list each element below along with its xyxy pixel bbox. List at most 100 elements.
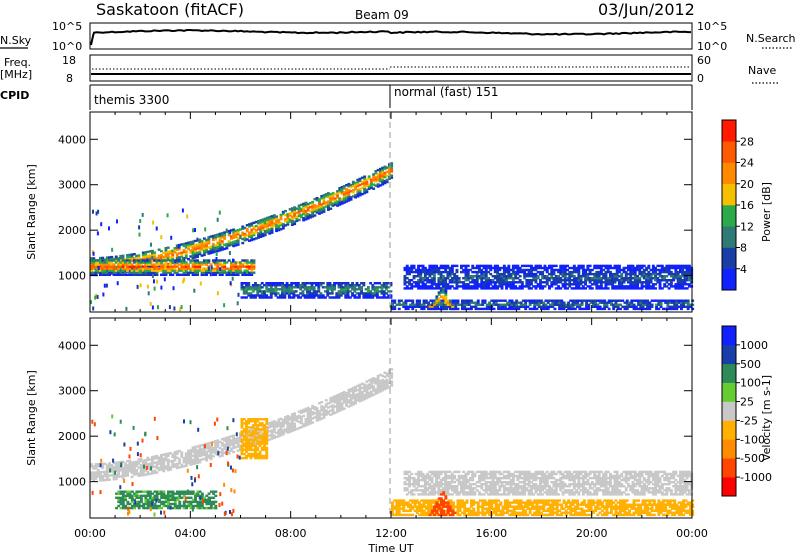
heatmap-cell	[146, 265, 150, 268]
heatmap-cell	[333, 296, 336, 299]
heatmap-cell	[622, 279, 626, 282]
heatmap-cell	[450, 264, 454, 268]
heatmap-cell	[196, 490, 200, 493]
heatmap-cell	[153, 465, 157, 468]
heatmap-cell	[431, 299, 435, 302]
heatmap-cell	[615, 268, 619, 272]
heatmap-cell	[551, 299, 555, 302]
heatmap-cell	[558, 307, 561, 311]
heatmap-cell	[191, 462, 195, 466]
heatmap-cell	[194, 494, 197, 497]
heatmap-cell	[385, 380, 389, 384]
heatmap-cell	[639, 299, 643, 302]
heatmap-cell	[275, 215, 278, 218]
heatmap-cell	[385, 296, 388, 299]
heatmap-cell	[99, 261, 102, 264]
heatmap-cell	[245, 296, 248, 299]
heatmap-cell	[324, 399, 328, 402]
heatmap-cell	[569, 305, 573, 308]
heatmap-cell	[315, 209, 319, 212]
heatmap-cell	[502, 279, 506, 282]
heatmap-cell	[196, 243, 199, 246]
heatmap-cell	[500, 283, 504, 286]
heatmap-cell	[655, 307, 658, 311]
heatmap-cell	[189, 241, 193, 244]
heatmap-cell	[381, 385, 385, 388]
heatmap-cell	[527, 285, 531, 288]
heatmap-cell	[331, 406, 335, 409]
heatmap-speckle	[100, 222, 103, 227]
heatmap-cell	[557, 277, 560, 280]
heatmap-cell	[450, 285, 454, 288]
heatmap-cell	[146, 462, 150, 466]
heatmap-cell	[466, 275, 470, 278]
heatmap-cell	[685, 283, 689, 286]
heatmap-cell	[187, 455, 190, 459]
heatmap-cell	[261, 222, 265, 225]
heatmap-cell	[520, 287, 524, 290]
heatmap-cell	[351, 184, 355, 188]
heatmap-cell	[128, 490, 132, 493]
heatmap-cell	[335, 294, 339, 297]
heatmap-cell	[342, 395, 346, 398]
heatmap-cell	[205, 263, 208, 266]
heatmap-cell	[308, 288, 312, 291]
heatmap-cell	[439, 281, 443, 284]
heatmap-cell	[128, 506, 132, 510]
heatmap-cell	[609, 266, 612, 270]
heatmap-cell	[146, 250, 150, 254]
heatmap-cell	[157, 248, 161, 251]
heatmap-cell	[627, 264, 630, 268]
heatmap-cell	[245, 273, 249, 276]
heatmap-cell	[198, 504, 202, 508]
heatmap-cell	[481, 303, 485, 306]
heatmap-cell	[117, 469, 120, 472]
heatmap-cell	[139, 500, 143, 504]
heatmap-cell	[220, 438, 224, 441]
heatmap-cell	[313, 208, 317, 211]
heatmap-cell	[657, 299, 661, 302]
heatmap-cell	[306, 290, 309, 293]
heatmap-cell	[312, 292, 316, 295]
heatmap-cell	[356, 182, 360, 186]
heatmap-cell	[602, 272, 606, 276]
heatmap-cell	[212, 506, 216, 510]
heatmap-cell	[132, 271, 136, 274]
heatmap-cell	[191, 259, 195, 262]
heatmap-cell	[296, 284, 300, 287]
heatmap-speckle	[179, 307, 182, 312]
heatmap-cell	[419, 270, 423, 274]
heatmap-cell	[309, 412, 312, 415]
heatmap-cell	[230, 235, 233, 238]
heatmap-cell	[191, 256, 195, 260]
heatmap-cell	[275, 223, 278, 226]
heatmap-cell	[344, 296, 348, 299]
heatmap-cell	[658, 270, 662, 274]
heatmap-cell	[430, 283, 434, 286]
heatmap-cell	[445, 305, 449, 308]
heatmap-cell	[236, 273, 240, 276]
heatmap-cell	[430, 264, 434, 268]
heatmap-cell	[155, 471, 159, 474]
heatmap-cell	[654, 270, 657, 274]
heatmap-cell	[342, 401, 346, 404]
heatmap-cell	[441, 277, 445, 280]
heatmap-cell	[593, 264, 597, 268]
heatmap-cell	[178, 256, 181, 259]
heatmap-cell	[214, 263, 218, 266]
heatmap-cell	[230, 265, 233, 268]
heatmap-cell	[128, 463, 132, 467]
heatmap-cell	[258, 296, 262, 299]
heatmap-cell	[624, 279, 628, 282]
heatmap-cell	[362, 282, 366, 285]
heatmap-cell	[367, 395, 371, 399]
heatmap-cell	[382, 296, 386, 299]
heatmap-cell	[227, 271, 231, 274]
heatmap-cell	[162, 259, 166, 262]
heatmap-cell	[353, 296, 357, 299]
heatmap-cell	[444, 281, 448, 284]
heatmap-cell	[569, 299, 573, 302]
heatmap-cell	[430, 268, 434, 272]
heatmap-cell	[247, 292, 251, 295]
heatmap-cell	[130, 265, 134, 268]
